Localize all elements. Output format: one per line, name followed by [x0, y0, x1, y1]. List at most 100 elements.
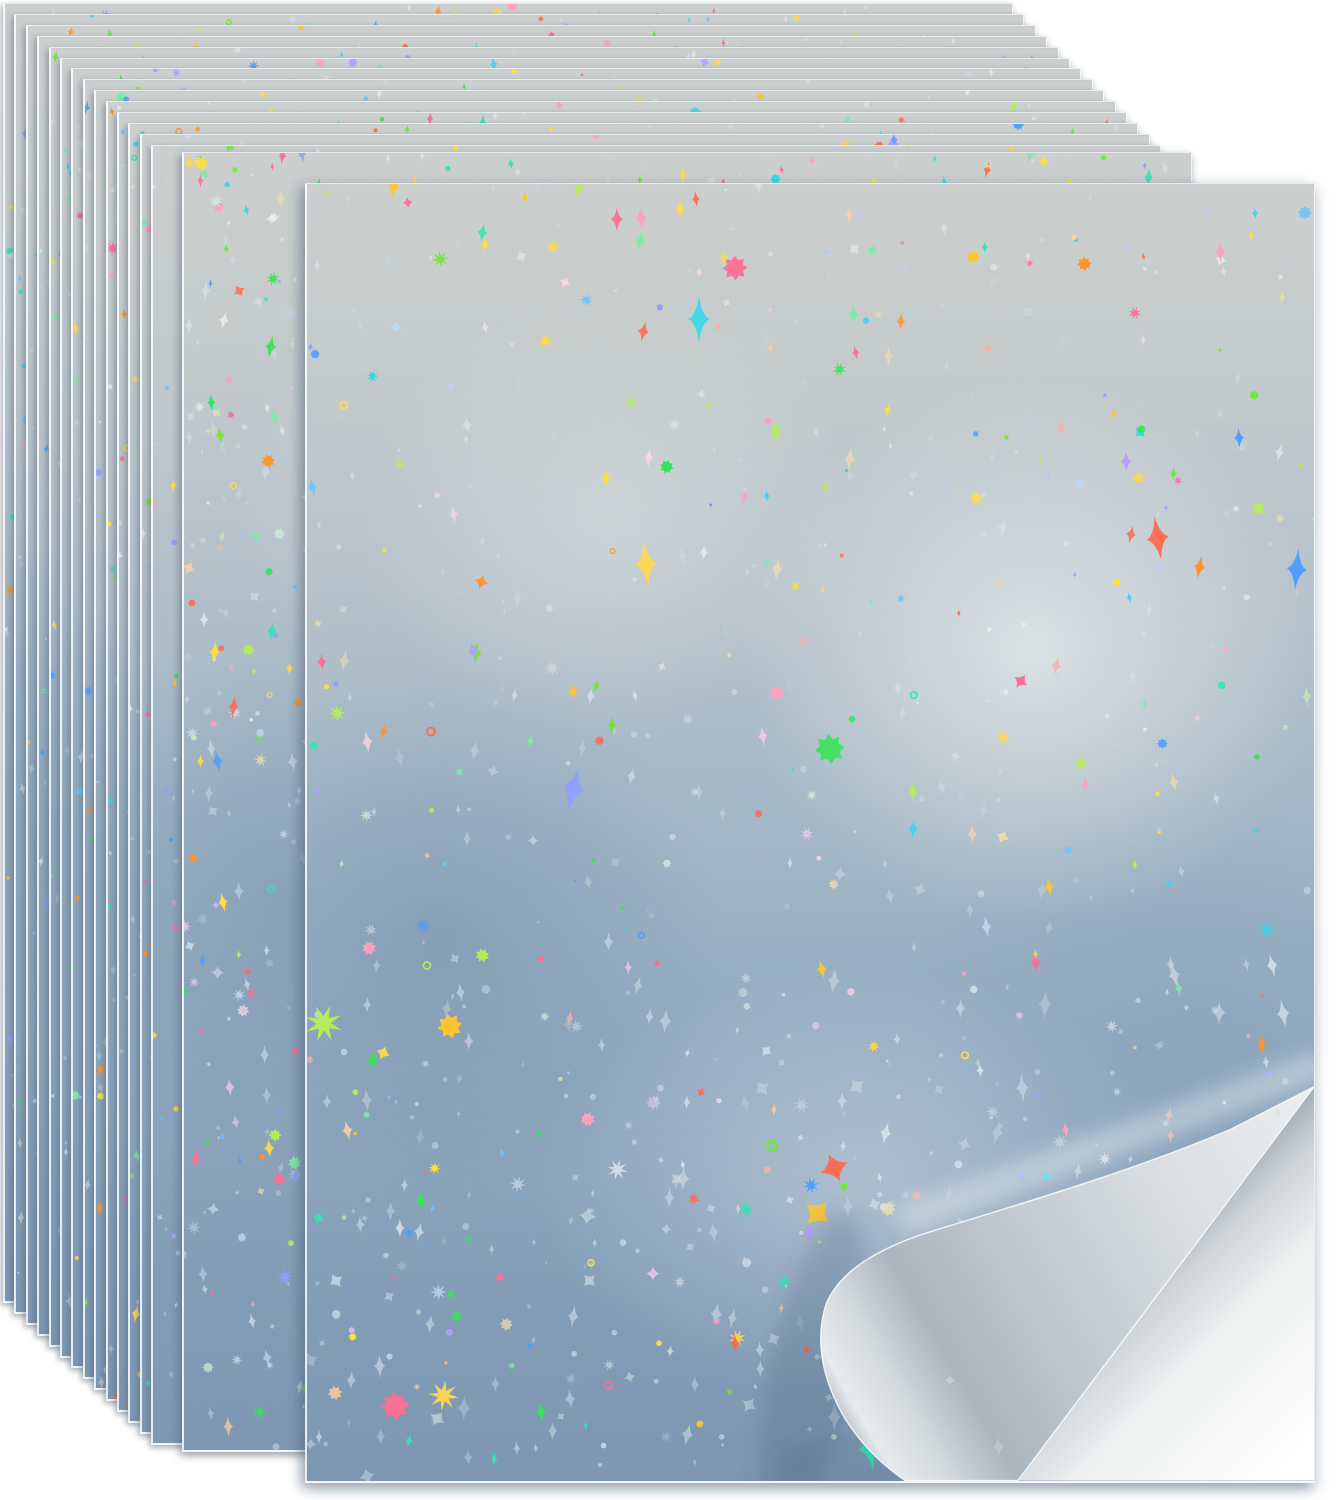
star-glyph: [107, 849, 113, 858]
star-glyph: [823, 541, 828, 549]
star-glyph: [564, 1093, 569, 1099]
star-glyph: [857, 629, 864, 638]
star-glyph: [455, 592, 459, 596]
star-glyph: [378, 116, 385, 123]
star-glyph: [1165, 880, 1173, 888]
star-glyph: [1140, 252, 1147, 261]
star-glyph: [380, 1288, 398, 1305]
star-glyph: [656, 1084, 665, 1093]
star-glyph: [416, 502, 424, 510]
star-glyph: [798, 764, 809, 775]
star-glyph: [775, 1056, 788, 1069]
star-glyph: [439, 1074, 451, 1086]
star-glyph: [930, 1080, 948, 1098]
star-glyph: [472, 945, 492, 965]
star-glyph: [467, 739, 482, 763]
star-glyph: [107, 520, 112, 528]
star-glyph: [698, 58, 712, 68]
star-glyph: [634, 206, 648, 230]
star-glyph: [570, 1349, 579, 1358]
star-glyph: [236, 949, 242, 960]
star-glyph: [1215, 407, 1224, 420]
star-glyph: [386, 1095, 392, 1101]
star-glyph: [664, 1186, 675, 1209]
star-glyph: [690, 190, 701, 208]
star-glyph: [997, 579, 1004, 591]
star-glyph: [512, 247, 530, 265]
star-glyph: [313, 1279, 322, 1288]
star-glyph: [514, 169, 521, 176]
star-glyph: [871, 126, 876, 134]
star-glyph: [212, 901, 220, 910]
star-glyph: [1035, 881, 1048, 900]
star-glyph: [230, 985, 249, 1005]
star-glyph: [1277, 289, 1287, 306]
star-glyph: [230, 1114, 241, 1131]
star-glyph: [171, 793, 176, 803]
star-glyph: [249, 172, 255, 178]
star-glyph: [170, 538, 178, 546]
star-glyph: [1022, 1116, 1028, 1122]
star-glyph: [582, 1262, 588, 1270]
star-glyph: [736, 455, 743, 465]
star-glyph: [802, 380, 807, 385]
star-glyph: [96, 1080, 106, 1095]
star-glyph: [351, 1130, 359, 1138]
star-glyph: [351, 308, 357, 314]
star-glyph: [345, 1370, 357, 1391]
star-glyph: [711, 58, 724, 68]
star-glyph: [1141, 697, 1148, 711]
star-glyph: [1010, 670, 1032, 693]
star-glyph: [550, 429, 557, 440]
star-glyph: [73, 1089, 82, 1102]
star-glyph: [955, 1135, 974, 1154]
star-glyph: [414, 1189, 428, 1212]
star-glyph: [316, 519, 323, 531]
star-glyph: [1242, 593, 1251, 602]
star-glyph: [250, 750, 271, 770]
star-glyph: [360, 729, 375, 755]
star-glyph: [28, 347, 35, 354]
star-glyph: [815, 1148, 854, 1187]
star-glyph: [725, 1387, 734, 1396]
star-glyph: [885, 1059, 890, 1064]
star-glyph: [264, 958, 275, 968]
star-glyph: [107, 1343, 115, 1355]
star-glyph: [260, 1044, 270, 1065]
star-glyph: [428, 807, 435, 813]
star-glyph: [1255, 917, 1279, 941]
star-glyph: [421, 939, 426, 946]
star-glyph: [490, 1451, 498, 1467]
star-glyph: [883, 402, 893, 419]
star-glyph: [593, 734, 606, 747]
star-glyph: [815, 227, 831, 242]
star-glyph: [412, 913, 435, 937]
star-glyph: [217, 529, 227, 545]
star-glyph: [224, 1078, 236, 1097]
star-glyph: [259, 452, 277, 470]
star-glyph: [388, 320, 403, 334]
star-glyph: [130, 153, 139, 162]
star-glyph: [1004, 375, 1017, 388]
star-glyph: [765, 153, 772, 161]
star-glyph: [604, 153, 612, 158]
star-glyph: [622, 1119, 635, 1132]
star-glyph: [796, 1133, 806, 1143]
star-glyph: [348, 469, 356, 482]
star-glyph: [590, 855, 597, 867]
star-glyph: [1048, 155, 1052, 164]
star-glyph: [901, 225, 912, 237]
star-glyph: [1037, 454, 1044, 465]
star-glyph: [316, 1337, 328, 1349]
star-glyph: [1034, 1068, 1042, 1076]
star-glyph: [1247, 389, 1261, 402]
star-glyph: [191, 154, 211, 173]
star-glyph: [735, 1202, 741, 1216]
star-glyph: [566, 1070, 571, 1075]
star-glyph: [1182, 1003, 1190, 1012]
star-glyph: [506, 339, 518, 351]
star-glyph: [251, 294, 266, 308]
star-glyph: [761, 1286, 769, 1293]
star-glyph: [187, 539, 198, 551]
star-glyph: [481, 984, 491, 994]
